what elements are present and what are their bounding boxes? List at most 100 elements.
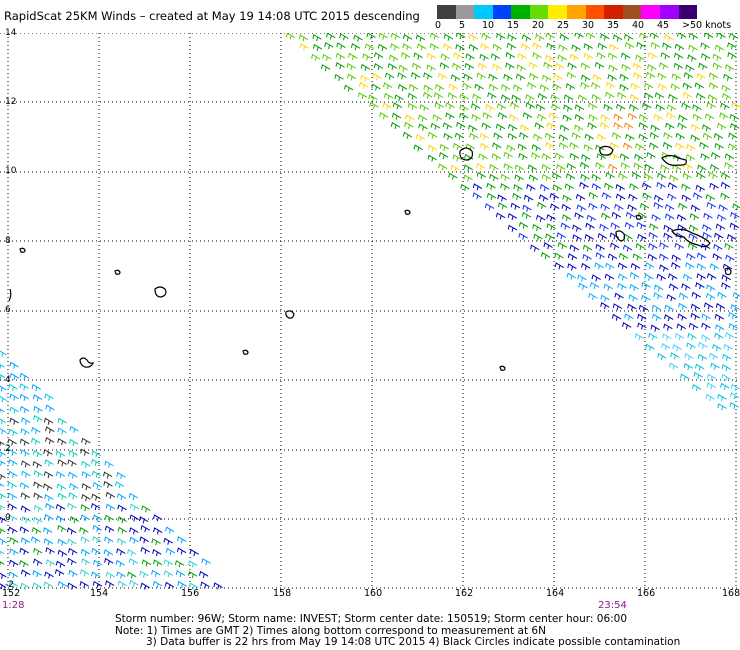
wind-barb [346, 62, 356, 71]
wind-barb [630, 262, 641, 271]
wind-barb [378, 33, 388, 40]
wind-barb [153, 527, 163, 535]
time-end-label: 23:54 [598, 600, 627, 611]
wind-barb [138, 516, 149, 524]
wind-barb [700, 42, 710, 50]
wind-barb [674, 43, 685, 51]
wind-barb [611, 313, 622, 321]
wind-barb [44, 459, 54, 467]
wind-barb [468, 43, 479, 52]
wind-barb [21, 417, 31, 425]
wind-barb [554, 262, 565, 270]
wind-barb [486, 182, 496, 190]
wind-barb [67, 502, 77, 510]
wind-barb [578, 282, 588, 290]
wind-barb [688, 233, 698, 241]
wind-barb [720, 102, 730, 110]
wind-barb [619, 73, 629, 81]
lon-label: 158 [273, 588, 292, 599]
wind-barb [634, 333, 645, 341]
wind-barb [335, 62, 345, 70]
wind-barb [476, 163, 486, 171]
wind-barb [560, 222, 570, 230]
wind-barb [79, 569, 90, 577]
wind-barb [642, 192, 652, 200]
wind-barb [719, 112, 729, 120]
wind-barb [653, 194, 664, 202]
wind-barb [32, 582, 42, 590]
wind-barb [716, 214, 727, 222]
wind-barb [647, 253, 657, 261]
wind-barb [610, 222, 620, 230]
colorbar-swatch [567, 5, 586, 19]
wind-barb [141, 505, 151, 513]
wind-barb [574, 33, 584, 39]
wind-barb [597, 42, 608, 50]
wind-barb [103, 471, 113, 479]
wind-barb [628, 193, 638, 201]
wind-barb [116, 471, 126, 480]
lat-label: -2 [5, 580, 14, 590]
wind-barb [68, 547, 78, 555]
wind-barb [0, 583, 7, 590]
wind-barb [525, 94, 535, 102]
wind-barb [57, 459, 67, 467]
wind-barb [622, 321, 632, 330]
lat-label: 12 [5, 97, 17, 107]
colorbar-label: 30 [582, 20, 595, 31]
wind-barb [569, 152, 580, 161]
wind-barb [0, 350, 7, 357]
wind-barb [591, 82, 601, 90]
wind-barb [642, 102, 652, 110]
wind-barb [694, 363, 705, 371]
wind-barb [497, 112, 508, 120]
wind-barb [689, 213, 700, 221]
lat-label: 2 [5, 444, 11, 454]
wind-barb [20, 537, 31, 545]
wind-barb [538, 194, 549, 202]
wind-barb [671, 254, 681, 262]
wind-barb [563, 94, 574, 102]
wind-barb [571, 132, 581, 140]
wind-barb [531, 144, 542, 152]
wind-barb [676, 214, 687, 222]
wind-barb [79, 527, 89, 535]
wind-barb [715, 303, 726, 311]
wind-barb [81, 494, 91, 502]
wind-barb [407, 92, 418, 100]
wind-barb [678, 292, 689, 300]
wind-barb [55, 470, 66, 479]
wind-barb [80, 448, 90, 456]
wind-barb [33, 492, 43, 500]
wind-barb [698, 341, 708, 350]
wind-barb [33, 415, 43, 423]
wind-barb [488, 73, 498, 81]
wind-barb [641, 182, 652, 190]
wind-barb [20, 582, 30, 590]
wind-barb [7, 448, 18, 456]
colorbar-label: 5 [459, 20, 466, 31]
wind-barb [544, 132, 555, 140]
wind-barb [369, 101, 379, 109]
wind-barb [545, 33, 555, 40]
wind-barb [45, 559, 56, 567]
wind-barb [629, 283, 639, 291]
wind-barb [20, 449, 30, 457]
wind-barb [668, 93, 678, 101]
wind-barb [104, 525, 115, 533]
wind-barb [588, 292, 598, 300]
wind-barb [492, 63, 502, 71]
wind-barb [163, 559, 173, 567]
wind-barb [702, 224, 712, 232]
island-outline [285, 310, 295, 319]
wind-barb [523, 194, 534, 202]
wind-barb [601, 212, 611, 220]
wind-barb [678, 202, 688, 210]
wind-barb [553, 73, 563, 81]
wind-barb [129, 579, 139, 587]
wind-barb [556, 164, 566, 172]
wind-barb [81, 558, 91, 566]
wind-barb [624, 222, 635, 230]
wind-barb [639, 33, 649, 40]
wind-barb [496, 33, 506, 41]
